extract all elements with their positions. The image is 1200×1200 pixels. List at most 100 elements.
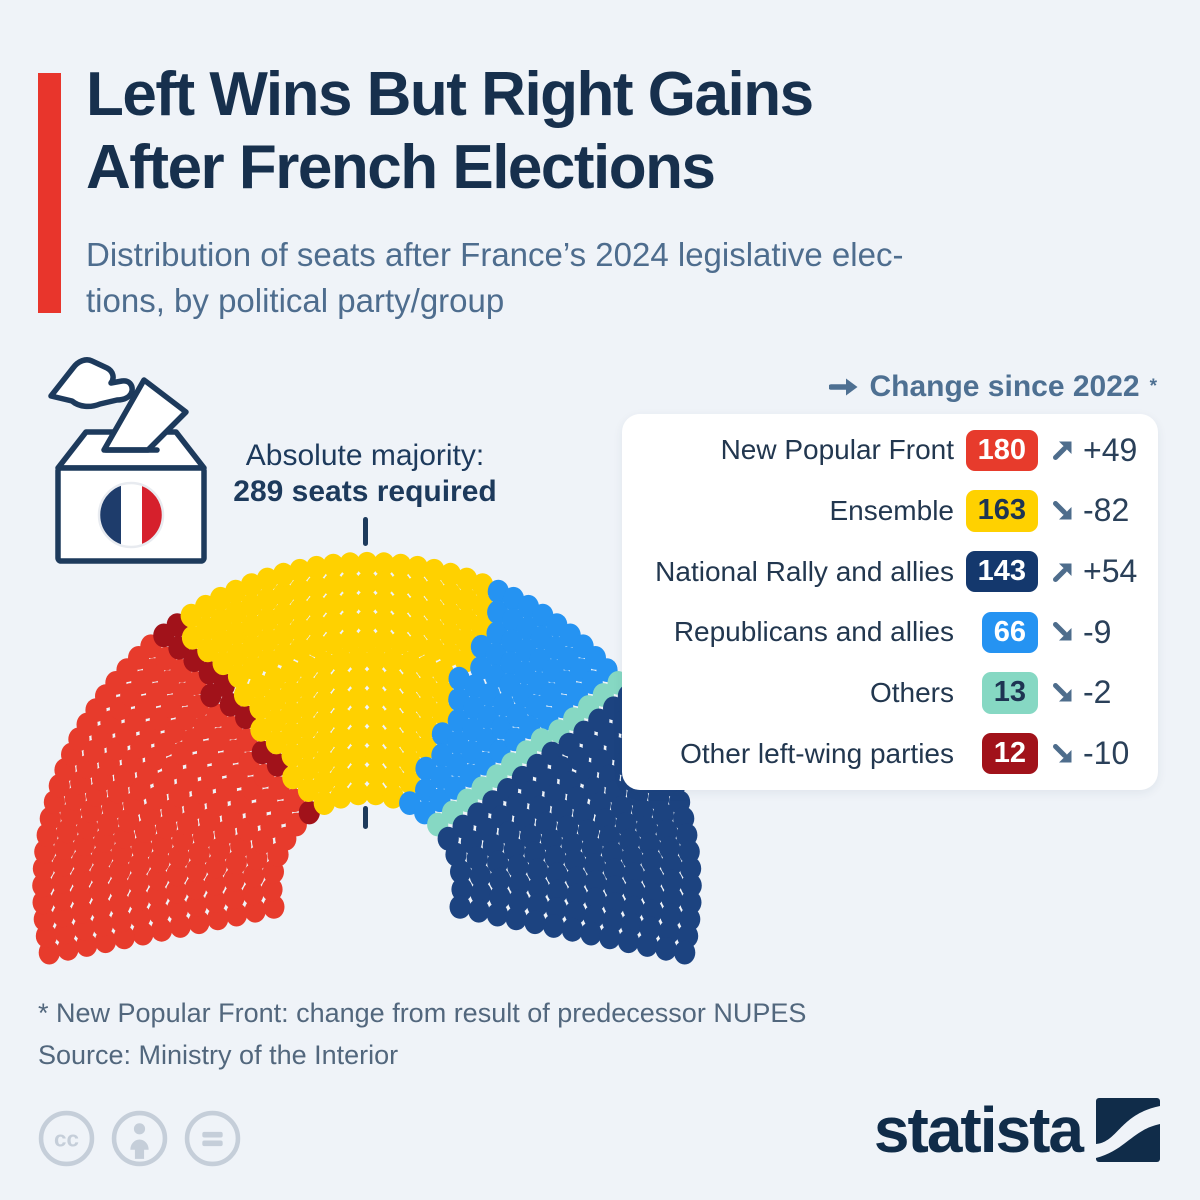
majority-line-1: Absolute majority: (245, 439, 485, 472)
seat-dot (432, 660, 454, 685)
seat-dot (306, 575, 328, 599)
seat-dot (365, 666, 387, 691)
legend-header-label: Change since 2022 (869, 370, 1140, 403)
seat-dot (339, 628, 361, 653)
trend-down-icon (1053, 622, 1072, 641)
seat-dot (273, 582, 295, 607)
seat-dot (322, 630, 344, 655)
seat-dot (526, 858, 549, 883)
seat-dot (89, 879, 111, 903)
seat-dot (674, 940, 696, 965)
legend-party-label: Others (869, 676, 954, 708)
seat-dot (580, 921, 602, 946)
legend-panel: New Popular Front 180 +49 Ensemble 163 -82 Nat… (622, 414, 1158, 790)
seat-dot (423, 598, 445, 622)
seat-dot (565, 883, 588, 908)
seat-dot (470, 881, 492, 906)
seat-dot (423, 637, 445, 662)
seat-dot (257, 628, 279, 652)
legend-change: -82 (1050, 492, 1148, 529)
legend-row: Ensemble 163 -82 (622, 490, 1158, 532)
legend-badge-wrap: 13 (966, 672, 1038, 714)
legend-row: Others 13 -2 (622, 672, 1158, 714)
seat-dot (508, 871, 530, 896)
seat-dot (280, 680, 302, 705)
seat-dot (356, 551, 378, 576)
seat-dot (416, 675, 438, 699)
seat-dot (423, 617, 445, 642)
hand-icon (48, 357, 135, 410)
seat-dot (273, 642, 295, 667)
seat-dot (432, 680, 454, 705)
seat-dot (382, 687, 404, 712)
ballot-box-icon (48, 357, 207, 564)
seat-dot (399, 710, 421, 734)
seat-dot (280, 701, 302, 726)
seat-dot (623, 879, 645, 903)
seat-dot (486, 902, 509, 927)
seat-dot (365, 781, 387, 806)
legend-badge-wrap: 66 (966, 611, 1038, 653)
seat-dot (313, 710, 335, 734)
seat-dot (373, 552, 395, 577)
legend-party-label: National Rally and allies (655, 555, 954, 587)
seat-dot (165, 879, 188, 904)
seat-dot (330, 784, 352, 809)
seat-dot (636, 933, 658, 957)
seat-dot (330, 648, 352, 673)
seat-dot (297, 756, 319, 781)
seat-dot (390, 611, 412, 636)
legend-header-note-mark: * (1149, 376, 1157, 397)
seat-dot (382, 765, 404, 789)
seat-dot (51, 869, 73, 894)
legend-change-value: +49 (1083, 431, 1138, 468)
seat-dot (272, 562, 295, 587)
seat-dot (406, 555, 429, 580)
legend-row: National Rally and allies 143 +54 (622, 550, 1158, 593)
majority-marker-inner (363, 806, 368, 829)
seat-dot (356, 609, 378, 633)
seat-dot (204, 871, 226, 896)
legend-seat-badge: 163 (965, 490, 1038, 532)
seat-dot (330, 668, 352, 692)
legend-change: -2 (1050, 674, 1148, 711)
page-title: Left Wins But Right Gains After French E… (86, 58, 1066, 204)
footnote: * New Popular Front: change from result … (38, 998, 807, 1028)
seat-dot (264, 666, 286, 691)
seat-dot (347, 781, 369, 806)
seat-dot (680, 873, 702, 898)
seat-dot (642, 882, 664, 907)
seat-dot (347, 743, 369, 767)
seat-dot (382, 784, 404, 809)
seat-dot (390, 592, 412, 616)
seat-dot (146, 883, 169, 908)
seat-dot (296, 675, 318, 699)
seat-dot (489, 867, 511, 892)
seat-dot (655, 936, 677, 961)
seat-dot (439, 622, 461, 647)
seat-dot (256, 567, 278, 592)
statista-logo-mark (1096, 1098, 1160, 1162)
seat-dot (347, 704, 369, 729)
seat-dot (257, 607, 279, 632)
seat-dot (546, 862, 568, 887)
seat-dot (305, 555, 328, 580)
seat-dot (128, 887, 150, 912)
cc-license-icons: cc (38, 1110, 241, 1167)
seat-dot (339, 590, 361, 615)
legend-change: -9 (1050, 614, 1148, 651)
seat-dot (399, 651, 421, 676)
seat-dot (167, 897, 189, 921)
seat-dot (347, 666, 369, 691)
source-text: Source: Ministry of the Interior (38, 1040, 399, 1070)
legend-change-value: -82 (1083, 492, 1130, 529)
seat-dot (70, 882, 92, 907)
legend-seat-badge: 66 (981, 611, 1038, 653)
cc-nd-icon (184, 1110, 241, 1167)
seat-dot (264, 687, 286, 712)
seat-dot (584, 887, 607, 912)
seat-dot (489, 885, 511, 910)
seat-dot (382, 726, 404, 750)
seat-dot (505, 906, 527, 931)
